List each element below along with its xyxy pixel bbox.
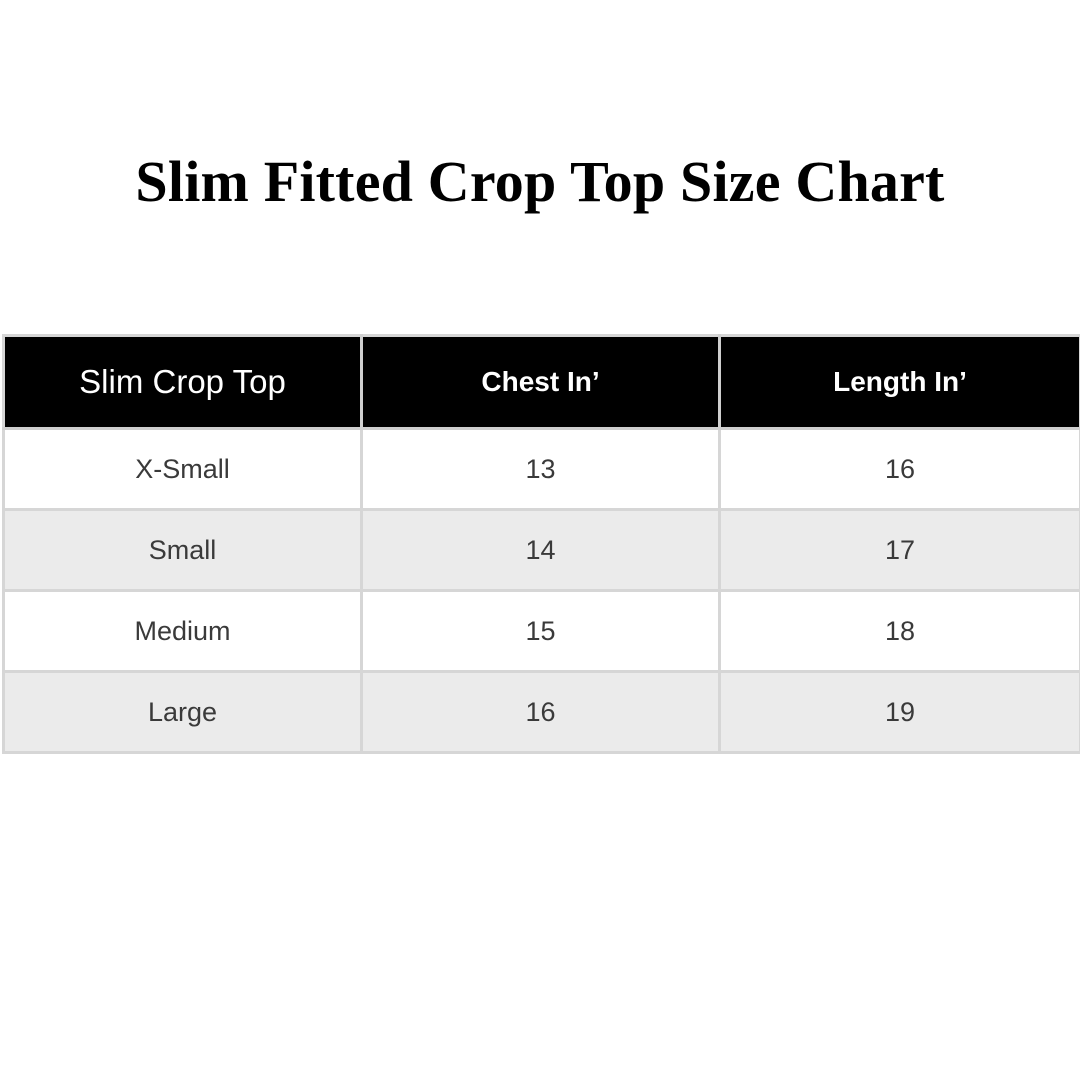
length-cell: 16 — [719, 428, 1080, 511]
chest-cell: 16 — [361, 671, 721, 754]
header-size-name: Slim Crop Top — [3, 335, 363, 430]
size-cell: Medium — [3, 590, 363, 673]
size-cell: Large — [3, 671, 363, 754]
header-length: Length In’ — [719, 335, 1080, 430]
length-cell: 17 — [719, 509, 1080, 592]
table-row: Large 16 19 — [3, 671, 1080, 754]
table-row: X-Small 13 16 — [3, 428, 1080, 511]
table-header-row: Slim Crop Top Chest In’ Length In’ — [3, 335, 1080, 430]
header-chest: Chest In’ — [361, 335, 721, 430]
table-row: Medium 15 18 — [3, 590, 1080, 673]
size-chart-table: Slim Crop Top Chest In’ Length In’ X-Sma… — [2, 334, 1080, 754]
size-cell: Small — [3, 509, 363, 592]
chest-cell: 15 — [361, 590, 721, 673]
chest-cell: 13 — [361, 428, 721, 511]
page-title: Slim Fitted Crop Top Size Chart — [135, 149, 945, 214]
length-cell: 19 — [719, 671, 1080, 754]
length-cell: 18 — [719, 590, 1080, 673]
table-row: Small 14 17 — [3, 509, 1080, 592]
chest-cell: 14 — [361, 509, 721, 592]
size-cell: X-Small — [3, 428, 363, 511]
